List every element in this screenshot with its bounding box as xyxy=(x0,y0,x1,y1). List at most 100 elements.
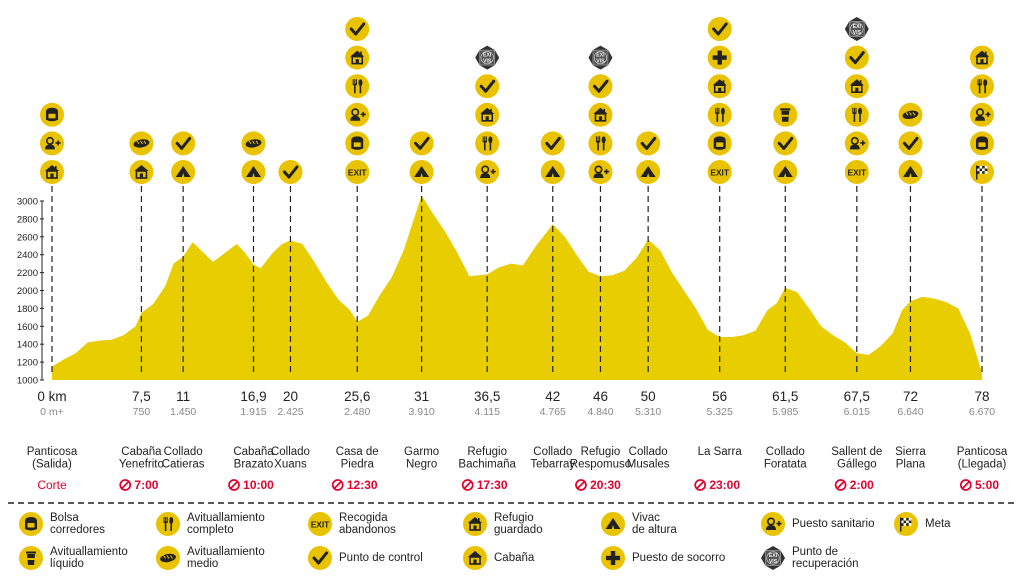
legend-label: Meta xyxy=(925,518,951,530)
tent-icon xyxy=(898,160,923,184)
cut-off-time: 12:30 xyxy=(331,478,378,492)
station-km: 72 xyxy=(903,389,918,404)
legend-label: Avituallamiento líquido xyxy=(50,546,128,570)
station-name: Catieras xyxy=(162,459,205,471)
legend-label: Refugio guardado xyxy=(494,512,543,536)
y-tick-label: 1200 xyxy=(17,358,38,369)
y-tick-label: 1000 xyxy=(17,376,38,387)
fork-icon xyxy=(156,512,180,536)
station-name: (Salida) xyxy=(32,459,72,471)
station-name: Collado xyxy=(533,446,572,458)
hut-icon xyxy=(463,546,487,570)
check-icon xyxy=(345,17,370,41)
legend-item-bag: Bolsa corredores xyxy=(18,511,105,537)
check-icon xyxy=(636,131,661,156)
cut-off-time: 5:00 xyxy=(959,478,999,492)
station-labels: 0 km0 m+Panticosa(Salida)7,5750CabañaYen… xyxy=(27,389,1008,492)
legend-item-tent: Vivac de altura xyxy=(600,511,677,537)
svg-text:EXIT: EXIT xyxy=(348,168,367,178)
station-name: Collado xyxy=(766,446,805,458)
station-name: Xuans xyxy=(274,459,307,471)
cup-icon xyxy=(19,546,43,570)
check-icon xyxy=(409,131,434,156)
station-dplus: 6.640 xyxy=(897,406,923,418)
bread-icon xyxy=(156,546,180,570)
cut-off-time: 23:00 xyxy=(694,478,740,492)
medic-icon xyxy=(345,102,370,127)
svg-text:EXIT: EXIT xyxy=(847,168,866,178)
station-name: La Sarra xyxy=(698,446,743,458)
check-icon xyxy=(588,74,613,99)
station-name: Respomuso xyxy=(570,459,631,471)
station-name: Yenefrito xyxy=(119,459,164,471)
station-name: Sierra xyxy=(895,446,926,458)
svg-text:EXI: EXI xyxy=(596,53,605,59)
cut-off-icon xyxy=(228,479,240,491)
svg-text:VIS: VIS xyxy=(769,559,778,565)
station-km: 11 xyxy=(176,389,190,404)
check-icon xyxy=(707,17,732,41)
svg-text:2:00: 2:00 xyxy=(850,478,874,492)
station-dplus: 0 m+ xyxy=(40,406,64,418)
bag-icon xyxy=(345,131,370,156)
legend: Bolsa corredores Avituallamiento completo… xyxy=(0,512,1024,587)
station-dplus: 4.765 xyxy=(540,406,566,418)
flag-icon xyxy=(894,512,918,536)
svg-text:EXI: EXI xyxy=(769,553,778,559)
station-name: Plana xyxy=(896,459,926,471)
cut-off-icon xyxy=(119,479,132,491)
station-name: Collado xyxy=(271,446,310,458)
station-km: 42 xyxy=(545,389,560,404)
refuge-icon xyxy=(844,74,869,99)
bread-icon xyxy=(898,102,923,127)
plus-icon xyxy=(601,546,625,570)
station-km: 56 xyxy=(712,389,727,404)
legend-item-flag: Meta xyxy=(893,511,951,537)
station-name: Tebarray xyxy=(530,459,575,471)
legend-item-check: Punto de control xyxy=(307,545,423,571)
legend-item-plus: Puesto de socorro xyxy=(600,545,725,571)
flag-icon xyxy=(970,160,994,184)
y-tick-label: 1400 xyxy=(17,340,38,351)
station-name: Brazato xyxy=(234,459,274,471)
station-dplus: 5.310 xyxy=(635,406,661,418)
station-dplus: 4.115 xyxy=(474,406,500,418)
station-name: Sallent de xyxy=(831,446,882,458)
legend-label: Vivac de altura xyxy=(632,512,677,536)
medic-icon xyxy=(40,131,64,156)
bread-icon xyxy=(129,131,154,156)
station-km: 36,5 xyxy=(474,389,500,404)
legend-item-exit: EXIT Recogida abandonos xyxy=(307,511,396,537)
medic-icon xyxy=(761,512,785,536)
svg-text:17:30: 17:30 xyxy=(477,478,508,492)
legend-label: Punto de control xyxy=(339,552,423,564)
y-tick-label: 2400 xyxy=(17,250,38,261)
station-km: 67,5 xyxy=(844,389,870,404)
station-name: Musales xyxy=(627,459,670,471)
check-icon xyxy=(773,131,798,156)
refuge-icon xyxy=(345,45,370,70)
check-icon xyxy=(898,131,923,156)
legend-item-cup: Avituallamiento líquido xyxy=(18,545,128,571)
check-icon xyxy=(844,45,869,70)
legend-label: Puesto sanitario xyxy=(792,518,875,530)
exit-icon: EXIT xyxy=(844,160,869,184)
bread-icon xyxy=(241,131,266,156)
cut-off-icon xyxy=(959,479,972,491)
cut-off-icon xyxy=(461,479,474,491)
medic-icon xyxy=(588,160,613,184)
station-name: Gállego xyxy=(837,459,877,471)
svg-text:VIS: VIS xyxy=(853,30,862,36)
station-dplus: 1.915 xyxy=(240,406,266,418)
station-dplus: 2.480 xyxy=(344,406,370,418)
y-tick-label: 1600 xyxy=(17,322,38,333)
station-name: Bachimaña xyxy=(458,459,516,471)
station-dplus: 6.670 xyxy=(969,406,995,418)
medic-icon xyxy=(970,102,994,127)
station-km: 78 xyxy=(974,389,989,404)
station-name: Refugio xyxy=(467,446,507,458)
station-km: 7,5 xyxy=(132,389,151,404)
refuge-icon xyxy=(970,45,994,70)
tent-icon xyxy=(540,160,565,184)
